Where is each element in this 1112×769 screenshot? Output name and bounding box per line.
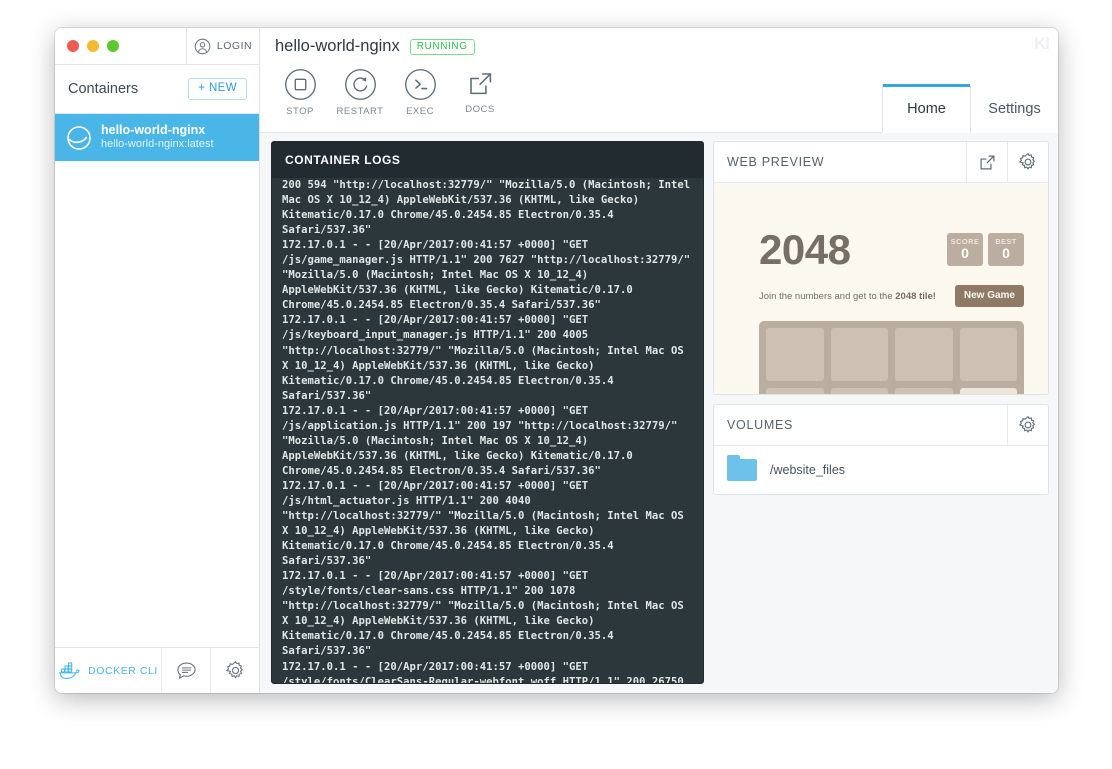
nginx-container-icon: [66, 125, 92, 151]
gear-icon: [1018, 415, 1038, 435]
tab-bar: Home Settings: [882, 66, 1058, 133]
docs-label: DOCS: [465, 104, 495, 115]
container-actions: STOP RESTART: [260, 65, 506, 117]
container-list-item-text: hello-world-nginx hello-world-nginx:late…: [101, 123, 214, 152]
window-controls: [55, 28, 186, 65]
sidebar-item-hello-world-nginx[interactable]: hello-world-nginx hello-world-nginx:late…: [55, 114, 259, 161]
close-window-button[interactable]: [67, 40, 79, 52]
game-tagline: Join the numbers and get to the 2048 til…: [759, 291, 936, 302]
new-game-button[interactable]: New Game: [954, 285, 1024, 307]
external-link-icon: [978, 153, 997, 172]
tab-settings[interactable]: Settings: [970, 84, 1058, 133]
action-toolbar: STOP RESTART: [260, 65, 1058, 133]
main-panel: STOP RESTART: [260, 65, 1058, 693]
gear-icon: [225, 660, 246, 681]
folder-icon: [727, 455, 757, 481]
game-empty-cell: [959, 328, 1017, 381]
sidebar-header: Containers + NEW: [55, 65, 259, 114]
volumes-title: VOLUMES: [727, 418, 794, 432]
stop-button[interactable]: STOP: [274, 68, 326, 117]
restart-arrow-icon: [344, 68, 377, 101]
container-title-bar: hello-world-nginx RUNNING KI: [260, 28, 1058, 65]
gear-icon: [1018, 152, 1038, 172]
exec-button[interactable]: EXEC: [394, 68, 446, 117]
window-body: Containers + NEW hello-world-nginx hello…: [55, 65, 1058, 693]
web-preview-settings-button[interactable]: [1007, 142, 1048, 182]
volumes-header: VOLUMES: [714, 405, 1048, 446]
right-rail: WEB PREVIEW: [713, 141, 1049, 684]
best-box: BEST 0: [988, 233, 1024, 267]
docs-button[interactable]: DOCS: [454, 68, 506, 117]
tagline-prefix: Join the numbers and get to the: [759, 290, 896, 302]
container-name: hello-world-nginx: [101, 122, 206, 137]
speech-bubble-icon: [176, 661, 197, 681]
zoom-window-button[interactable]: [107, 40, 119, 52]
game-empty-cell: [895, 388, 953, 394]
game-tile: 2: [959, 388, 1017, 394]
external-link-icon: [465, 68, 496, 99]
page-title: hello-world-nginx: [275, 37, 400, 55]
game-scoreboard: SCORE 0 BEST 0: [947, 233, 1024, 267]
game-subheader: Join the numbers and get to the 2048 til…: [759, 285, 1024, 307]
stop-label: STOP: [286, 106, 314, 117]
user-avatar-icon: [194, 38, 211, 55]
game-header: 2048 SCORE 0 BEST 0: [759, 229, 1024, 271]
status-badge: RUNNING: [409, 38, 475, 55]
terminal-prompt-icon: [404, 68, 437, 101]
score-value: 0: [961, 245, 969, 261]
tagline-bold: 2048 tile!: [895, 290, 936, 302]
game-2048: 2048 SCORE 0 BEST 0: [759, 229, 1024, 394]
exec-label: EXEC: [406, 106, 434, 117]
game-empty-cell: [766, 328, 824, 381]
tab-home[interactable]: Home: [882, 84, 970, 133]
settings-button[interactable]: [210, 648, 259, 693]
restart-label: RESTART: [336, 106, 384, 117]
game-empty-cell: [830, 388, 888, 394]
stop-square-icon: [284, 68, 317, 101]
login-button[interactable]: LOGIN: [186, 28, 260, 65]
web-preview-card: WEB PREVIEW: [713, 141, 1049, 395]
docker-cli-button[interactable]: DOCKER CLI: [55, 648, 161, 693]
sidebar-footer: DOCKER CLI: [55, 647, 259, 693]
best-value: 0: [1002, 245, 1010, 261]
web-preview-title: WEB PREVIEW: [727, 155, 825, 169]
kitematic-window: LOGIN hello-world-nginx RUNNING KI Conta…: [55, 28, 1058, 693]
login-label: LOGIN: [216, 40, 253, 52]
container-image-tag: hello-world-nginx:latest: [101, 138, 214, 151]
game-empty-cell: [830, 328, 888, 381]
game-empty-cell: [766, 388, 824, 394]
logs-header: CONTAINER LOGS: [272, 142, 703, 178]
volumes-settings-button[interactable]: [1007, 405, 1048, 445]
best-label: BEST: [995, 237, 1017, 246]
web-preview-header: WEB PREVIEW: [714, 142, 1048, 183]
game-title: 2048: [759, 226, 851, 273]
docker-cli-label: DOCKER CLI: [88, 664, 158, 677]
docker-whale-icon: [58, 661, 81, 680]
content-area: CONTAINER LOGS 200 594 "http://localhost…: [260, 133, 1058, 693]
web-preview-viewport[interactable]: 2048 SCORE 0 BEST 0: [714, 183, 1048, 394]
feedback-button[interactable]: [161, 648, 210, 693]
logs-output[interactable]: 200 594 "http://localhost:32779/" "Mozil…: [282, 179, 691, 683]
score-label: SCORE: [950, 237, 980, 246]
new-container-button[interactable]: + NEW: [188, 78, 247, 100]
sidebar: Containers + NEW hello-world-nginx hello…: [55, 65, 260, 693]
titlebar: LOGIN hello-world-nginx RUNNING KI: [55, 28, 1058, 65]
restart-button[interactable]: RESTART: [334, 68, 386, 117]
sidebar-title: Containers: [68, 81, 139, 97]
volume-path: /website_files: [770, 463, 846, 477]
score-box: SCORE 0: [947, 233, 983, 267]
game-board[interactable]: 2: [759, 321, 1024, 394]
open-in-browser-button[interactable]: [966, 142, 1007, 182]
kitematic-logo: KI: [1034, 34, 1050, 53]
container-list: hello-world-nginx hello-world-nginx:late…: [55, 114, 259, 647]
game-empty-cell: [895, 328, 953, 381]
volumes-card: VOLUMES: [713, 404, 1049, 495]
volume-row[interactable]: /website_files: [714, 446, 1048, 494]
container-logs-panel: CONTAINER LOGS 200 594 "http://localhost…: [271, 141, 704, 684]
minimize-window-button[interactable]: [87, 40, 99, 52]
